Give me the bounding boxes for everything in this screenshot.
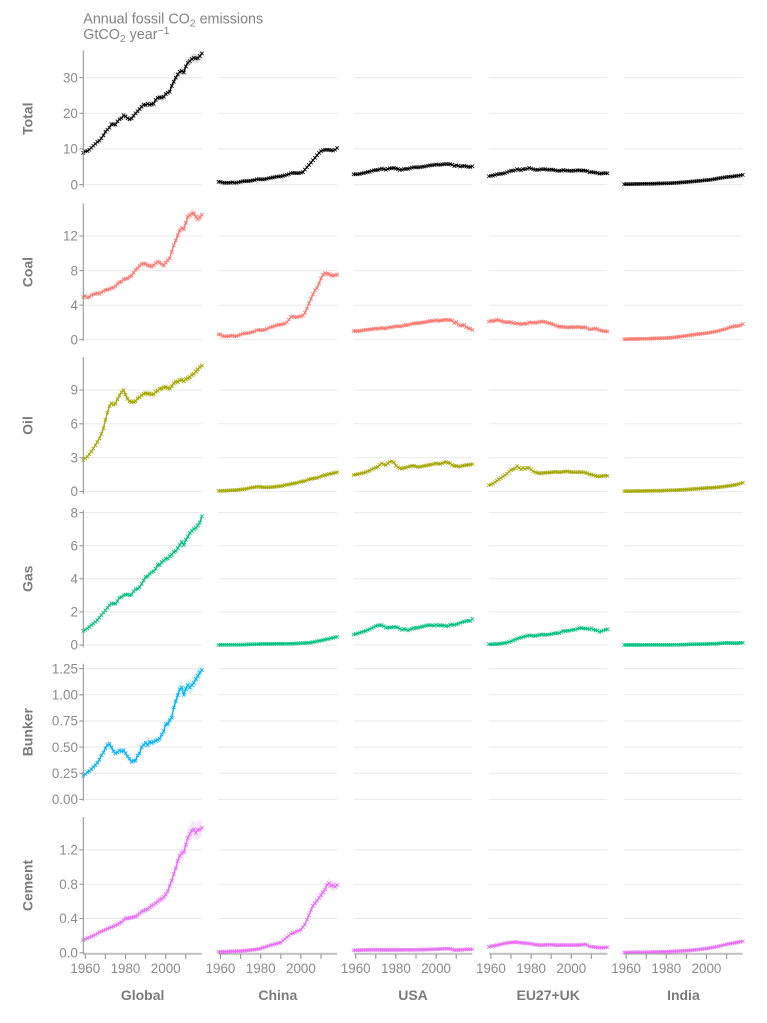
svg-text:6: 6 (70, 538, 77, 553)
svg-text:0: 0 (70, 484, 77, 499)
svg-text:Coal: Coal (19, 257, 35, 287)
svg-text:Gas: Gas (19, 565, 35, 592)
svg-text:China: China (258, 987, 297, 1003)
svg-text:1980: 1980 (516, 961, 546, 976)
svg-text:Oil: Oil (19, 416, 35, 435)
svg-text:1960: 1960 (206, 961, 236, 976)
svg-text:0.8: 0.8 (59, 877, 78, 892)
svg-text:1980: 1980 (111, 961, 141, 976)
svg-text:0: 0 (70, 638, 77, 653)
svg-text:9: 9 (70, 383, 77, 398)
svg-text:30: 30 (63, 70, 78, 85)
svg-text:1.25: 1.25 (52, 661, 78, 676)
svg-text:10: 10 (63, 142, 78, 157)
svg-text:4: 4 (70, 298, 78, 313)
svg-text:Global: Global (121, 987, 165, 1003)
svg-text:0.25: 0.25 (52, 766, 78, 781)
svg-text:GtCO2 year−1: GtCO2 year−1 (83, 25, 169, 45)
svg-text:12: 12 (63, 229, 78, 244)
svg-text:1960: 1960 (476, 961, 506, 976)
svg-text:1960: 1960 (341, 961, 371, 976)
svg-text:0: 0 (70, 177, 77, 192)
svg-text:2: 2 (70, 605, 77, 620)
svg-text:2000: 2000 (421, 961, 451, 976)
svg-text:0: 0 (70, 332, 77, 347)
svg-text:4: 4 (70, 572, 78, 587)
svg-text:India: India (667, 987, 700, 1003)
svg-text:1980: 1980 (246, 961, 276, 976)
svg-text:2000: 2000 (151, 961, 181, 976)
svg-text:1.00: 1.00 (52, 688, 78, 703)
svg-text:1980: 1980 (381, 961, 411, 976)
svg-text:2000: 2000 (286, 961, 316, 976)
svg-text:1960: 1960 (611, 961, 641, 976)
svg-text:0.0: 0.0 (59, 946, 78, 961)
svg-text:0.50: 0.50 (52, 740, 78, 755)
svg-text:0.4: 0.4 (59, 911, 78, 926)
svg-text:Bunker: Bunker (19, 708, 35, 757)
svg-text:Total: Total (19, 102, 35, 134)
svg-text:Annual fossil CO2 emissions: Annual fossil CO2 emissions (83, 12, 263, 30)
svg-text:8: 8 (70, 505, 77, 520)
svg-text:USA: USA (398, 987, 428, 1003)
svg-text:Cement: Cement (19, 859, 35, 911)
svg-text:2000: 2000 (556, 961, 586, 976)
svg-text:EU27+UK: EU27+UK (516, 987, 579, 1003)
svg-text:6: 6 (70, 417, 77, 432)
svg-text:0.75: 0.75 (52, 714, 78, 729)
svg-text:3: 3 (70, 450, 77, 465)
svg-text:20: 20 (63, 106, 78, 121)
svg-text:1960: 1960 (70, 961, 100, 976)
svg-text:8: 8 (70, 263, 77, 278)
svg-text:0.00: 0.00 (52, 792, 78, 807)
svg-text:1980: 1980 (651, 961, 681, 976)
svg-text:1.2: 1.2 (59, 843, 78, 858)
svg-text:2000: 2000 (692, 961, 722, 976)
